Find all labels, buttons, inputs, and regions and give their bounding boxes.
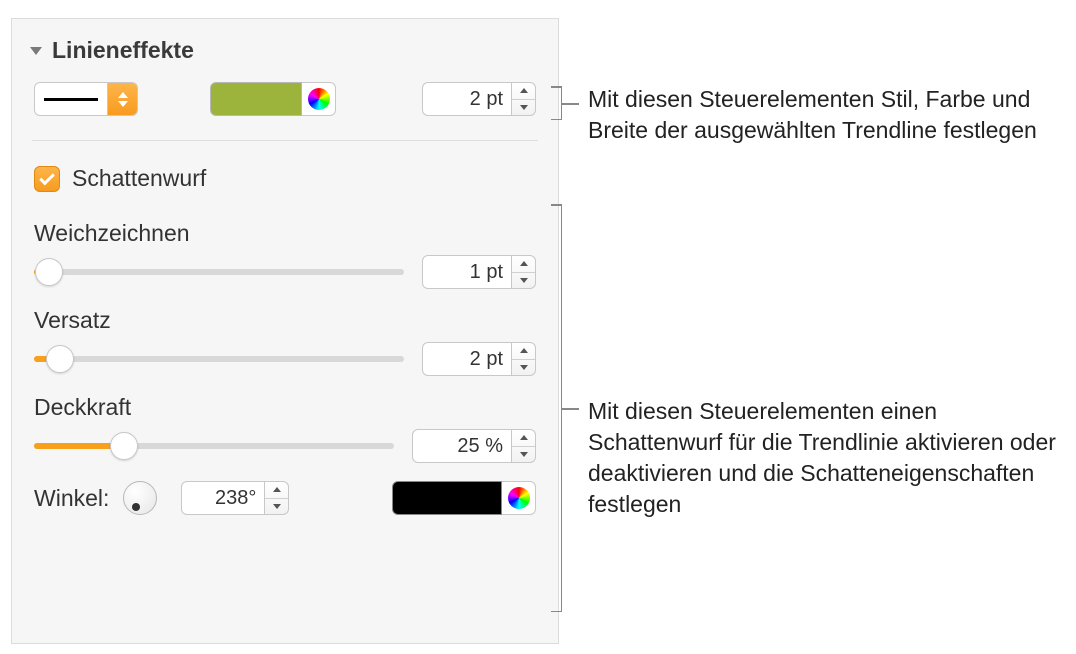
shadow-color-wheel-button[interactable] (502, 481, 536, 515)
blur-slider[interactable] (34, 258, 404, 286)
color-wheel-icon (308, 88, 330, 110)
callout-lead-top (561, 103, 579, 105)
blur-label: Weichzeichnen (34, 220, 536, 247)
angle-row: Winkel: 238° (34, 481, 536, 515)
stroke-color-well[interactable] (210, 82, 302, 116)
stepper-up-icon (520, 88, 528, 93)
shadow-checkbox[interactable] (34, 166, 60, 192)
blur-group: Weichzeichnen 1 pt (34, 220, 536, 289)
stroke-width-field: 2 pt (422, 82, 536, 116)
angle-stepper[interactable] (265, 481, 289, 515)
opacity-slider[interactable] (34, 432, 394, 460)
stroke-preview (35, 83, 107, 115)
stroke-style-picker[interactable] (34, 82, 138, 116)
callout-text-top: Mit diesen Steuerelementen Stil, Farbe u… (588, 84, 1058, 146)
callout-lead-bottom (561, 408, 579, 410)
blur-input[interactable]: 1 pt (422, 255, 512, 289)
opacity-group: Deckkraft 25 % (34, 394, 536, 463)
stroke-color-group (210, 82, 336, 116)
angle-label: Winkel: (34, 485, 109, 512)
section-title: Linieneffekte (52, 37, 194, 64)
stroke-width-stepper[interactable] (512, 82, 536, 116)
line-effects-header[interactable]: Linieneffekte (30, 37, 536, 64)
stroke-controls-row: 2 pt (34, 82, 536, 116)
offset-slider[interactable] (34, 345, 404, 373)
offset-group: Versatz 2 pt (34, 307, 536, 376)
opacity-label: Deckkraft (34, 394, 536, 421)
angle-input[interactable]: 238° (181, 481, 265, 515)
offset-label: Versatz (34, 307, 536, 334)
angle-indicator-dot (132, 503, 140, 511)
shadow-color-group (392, 481, 536, 515)
color-wheel-icon (508, 487, 530, 509)
opacity-stepper[interactable] (512, 429, 536, 463)
opacity-input[interactable]: 25 % (412, 429, 512, 463)
stroke-color-wheel-button[interactable] (302, 82, 336, 116)
callout-text-bottom: Mit diesen Steuerelementen einen Schatte… (588, 396, 1058, 520)
disclosure-triangle-icon (30, 47, 42, 55)
offset-stepper[interactable] (512, 342, 536, 376)
inspector-panel: Linieneffekte 2 pt Schattenwurf (11, 18, 559, 644)
angle-dial[interactable] (123, 481, 157, 515)
shadow-checkbox-label: Schattenwurf (72, 165, 206, 192)
stroke-width-input[interactable]: 2 pt (422, 82, 512, 116)
offset-input[interactable]: 2 pt (422, 342, 512, 376)
section-divider (32, 140, 538, 141)
blur-stepper[interactable] (512, 255, 536, 289)
checkmark-icon (39, 169, 55, 185)
shadow-color-well[interactable] (392, 481, 502, 515)
stroke-style-dropdown-button[interactable] (107, 83, 137, 115)
stepper-down-icon (520, 105, 528, 110)
shadow-checkbox-row: Schattenwurf (34, 165, 536, 192)
